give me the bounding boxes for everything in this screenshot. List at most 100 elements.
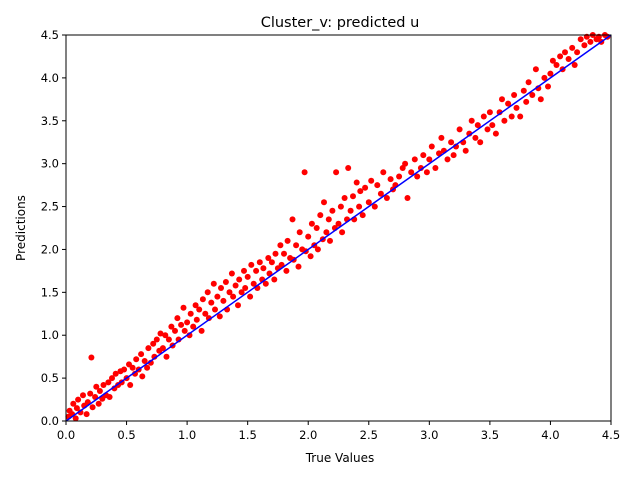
data-point xyxy=(404,195,411,201)
data-point xyxy=(462,147,469,154)
data-point xyxy=(484,126,491,133)
data-point xyxy=(359,212,366,219)
data-point xyxy=(511,92,518,98)
data-point xyxy=(93,383,100,390)
data-point xyxy=(83,411,90,418)
data-point xyxy=(569,44,576,51)
data-point xyxy=(408,169,415,176)
data-point xyxy=(529,92,536,98)
data-point xyxy=(210,280,217,287)
data-point xyxy=(241,267,247,274)
data-point xyxy=(428,143,435,150)
data-point xyxy=(262,280,269,287)
data-point xyxy=(199,296,206,303)
data-point xyxy=(337,203,344,210)
data-point xyxy=(371,203,378,210)
x-axis-label: True Values xyxy=(305,451,375,465)
data-point xyxy=(547,70,554,77)
data-point xyxy=(75,396,82,403)
data-point xyxy=(492,130,499,137)
data-point xyxy=(220,297,227,304)
y-tick-label: 3.5 xyxy=(41,114,59,128)
data-point xyxy=(525,79,532,86)
data-point xyxy=(335,220,342,227)
data-point xyxy=(549,57,556,64)
data-point xyxy=(293,242,300,249)
y-tick-label: 1.5 xyxy=(41,285,59,299)
data-point xyxy=(456,126,463,133)
data-point xyxy=(168,323,175,330)
data-point xyxy=(574,49,581,56)
data-point xyxy=(272,250,279,257)
data-point xyxy=(260,265,267,272)
data-point xyxy=(444,156,451,163)
x-tick-label: 1.5 xyxy=(239,428,257,442)
data-point xyxy=(87,390,94,397)
data-point xyxy=(489,122,496,129)
data-point xyxy=(153,336,160,343)
data-point xyxy=(537,96,544,103)
data-point xyxy=(365,199,372,206)
data-point xyxy=(411,156,418,163)
data-point xyxy=(202,310,209,317)
data-point xyxy=(545,83,551,90)
data-point xyxy=(222,279,229,285)
y-tick-label: 4.0 xyxy=(41,71,59,85)
data-point xyxy=(141,358,148,364)
data-point xyxy=(284,237,291,244)
data-point xyxy=(198,327,205,334)
data-point xyxy=(150,340,157,347)
data-point xyxy=(212,306,218,313)
data-point xyxy=(247,293,254,300)
data-point xyxy=(95,400,102,407)
data-point xyxy=(250,280,257,287)
data-point xyxy=(532,66,539,73)
data-point xyxy=(426,156,433,163)
data-point xyxy=(204,289,211,296)
data-point xyxy=(557,53,564,60)
data-point xyxy=(192,302,199,309)
data-point xyxy=(265,255,272,261)
data-point xyxy=(89,404,96,411)
data-point xyxy=(380,169,387,176)
data-point xyxy=(347,207,354,214)
data-point xyxy=(387,176,394,183)
data-point xyxy=(238,289,245,296)
x-tick-label: 0.0 xyxy=(57,428,75,442)
data-point xyxy=(236,276,243,283)
data-point xyxy=(587,38,594,45)
x-tick-label: 3.0 xyxy=(420,428,438,442)
data-point xyxy=(571,62,578,68)
data-point xyxy=(281,250,287,257)
data-point xyxy=(474,122,481,129)
data-point xyxy=(450,152,457,159)
data-point xyxy=(235,302,241,309)
data-point xyxy=(541,74,548,81)
data-point xyxy=(106,394,113,400)
data-point xyxy=(193,316,200,323)
data-point xyxy=(100,382,107,388)
data-point xyxy=(196,306,203,313)
data-point xyxy=(327,237,333,244)
data-point xyxy=(253,267,260,274)
x-tick-label: 3.5 xyxy=(481,428,499,442)
data-point xyxy=(228,270,235,277)
x-tick-label: 2.5 xyxy=(360,428,378,442)
chart-title: Cluster_v: predicted u xyxy=(261,15,420,31)
x-tick-label: 4.5 xyxy=(602,428,620,442)
data-point xyxy=(345,165,352,171)
data-point xyxy=(129,364,136,371)
data-point xyxy=(289,216,296,223)
data-point xyxy=(357,188,364,195)
data-point xyxy=(448,139,455,146)
data-point xyxy=(226,289,233,296)
data-point xyxy=(138,351,145,358)
data-point xyxy=(513,104,520,111)
data-point xyxy=(268,259,275,266)
data-point xyxy=(517,113,524,120)
data-point xyxy=(581,42,588,49)
data-point xyxy=(329,207,336,214)
data-point xyxy=(350,193,356,200)
data-point xyxy=(163,353,170,360)
